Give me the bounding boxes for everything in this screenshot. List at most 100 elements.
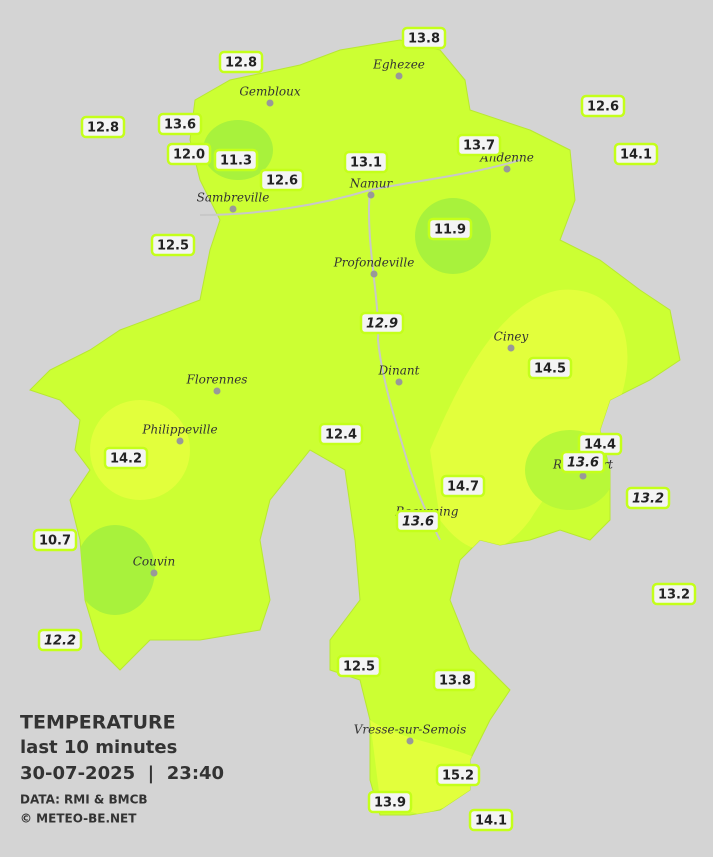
city-label: Dinant — [378, 364, 420, 378]
station: 12.5 — [336, 654, 382, 678]
station-box — [157, 112, 203, 136]
station-value: 13.6 — [567, 456, 599, 471]
station-box — [613, 142, 659, 166]
city-dot — [503, 165, 511, 173]
city-dot — [370, 270, 378, 278]
station-value: 12.2 — [44, 634, 76, 649]
city-dot — [579, 472, 587, 480]
city-dot — [367, 191, 375, 199]
station-box — [318, 422, 364, 446]
city-label: Ciney — [494, 330, 529, 344]
station-value: 11.9 — [434, 223, 466, 238]
station-value: 14.1 — [620, 148, 652, 163]
legend-subtitle: last 10 minutes — [20, 737, 177, 758]
station-value: 11.3 — [220, 154, 252, 169]
city-dot — [150, 569, 158, 577]
station-box — [651, 582, 697, 606]
station-value: 13.2 — [632, 492, 664, 507]
city-dot — [395, 378, 403, 386]
station-value: 12.6 — [266, 174, 298, 189]
station: 12.2 — [37, 628, 83, 652]
station-box — [259, 168, 305, 192]
station: 14.7 — [440, 474, 486, 498]
legend-source: DATA: RMI & BMCB — [20, 793, 148, 807]
station: 14.1 — [613, 142, 659, 166]
city-label: Couvin — [133, 555, 175, 569]
station-box — [37, 628, 83, 652]
station: 10.7 — [32, 528, 78, 552]
station-box — [367, 790, 413, 814]
city-label: Namur — [349, 177, 394, 191]
station-box — [432, 668, 478, 692]
station: 14.1 — [468, 808, 514, 832]
station-box — [166, 142, 212, 166]
station: 14.2 — [103, 446, 149, 470]
station-box — [440, 474, 486, 498]
station-value: 13.8 — [408, 32, 440, 47]
station: 12.5 — [150, 233, 196, 257]
station-value: 13.6 — [164, 118, 196, 133]
station: 11.9 — [427, 217, 473, 241]
station-box — [395, 509, 441, 533]
station: 13.6 — [560, 450, 606, 474]
station-box — [527, 356, 573, 380]
station-box — [435, 763, 481, 787]
river — [367, 189, 441, 541]
legend-credit: © METEO-BE.NET — [20, 812, 137, 826]
station: 13.2 — [625, 486, 671, 510]
station: 12.8 — [80, 115, 126, 139]
station: 12.6 — [580, 94, 626, 118]
station-value: 13.1 — [350, 156, 382, 171]
station-value: 13.6 — [402, 515, 434, 530]
station-value: 12.4 — [325, 428, 357, 443]
legend-title: TEMPERATURE — [20, 712, 176, 734]
station-box — [213, 148, 259, 172]
station-value: 12.0 — [173, 148, 205, 163]
station-value: 12.8 — [87, 121, 119, 136]
station-box — [336, 654, 382, 678]
station-value: 12.5 — [343, 660, 375, 675]
station: 12.4 — [318, 422, 364, 446]
city-label: Vresse-sur-Semois — [354, 723, 467, 737]
station-value: 15.2 — [442, 769, 474, 784]
station-value: 14.5 — [534, 362, 566, 377]
station: 13.1 — [343, 150, 389, 174]
station-value: 12.6 — [587, 100, 619, 115]
station-box — [560, 450, 606, 474]
station-value: 12.5 — [157, 239, 189, 254]
city-dot — [176, 437, 184, 445]
station-box — [580, 94, 626, 118]
city-dot — [395, 72, 403, 80]
station-value: 12.9 — [366, 317, 398, 332]
station-value: 14.1 — [475, 814, 507, 829]
station: 13.2 — [651, 582, 697, 606]
city-label: Sambreville — [197, 191, 270, 205]
city-label: Eghezee — [372, 58, 425, 72]
station: 15.2 — [435, 763, 481, 787]
station-value: 13.2 — [658, 588, 690, 603]
station-box — [401, 26, 447, 50]
station: 13.8 — [401, 26, 447, 50]
station: 12.9 — [359, 311, 405, 335]
station: 14.5 — [527, 356, 573, 380]
station-value: 10.7 — [39, 534, 71, 549]
city-label: Profondeville — [333, 256, 415, 270]
station-box — [456, 133, 502, 157]
station: 11.3 — [213, 148, 259, 172]
station-value: 12.8 — [225, 56, 257, 71]
station-box — [150, 233, 196, 257]
station-box — [625, 486, 671, 510]
station: 12.6 — [259, 168, 305, 192]
station-value: 14.4 — [584, 438, 616, 453]
station: 13.6 — [157, 112, 203, 136]
city-label: Philippeville — [141, 423, 217, 437]
city-dot — [406, 737, 414, 745]
station-box — [427, 217, 473, 241]
station-box — [32, 528, 78, 552]
station-box — [468, 808, 514, 832]
city-label: Florennes — [186, 373, 248, 387]
station-value: 13.9 — [374, 796, 406, 811]
station-value: 14.2 — [110, 452, 142, 467]
